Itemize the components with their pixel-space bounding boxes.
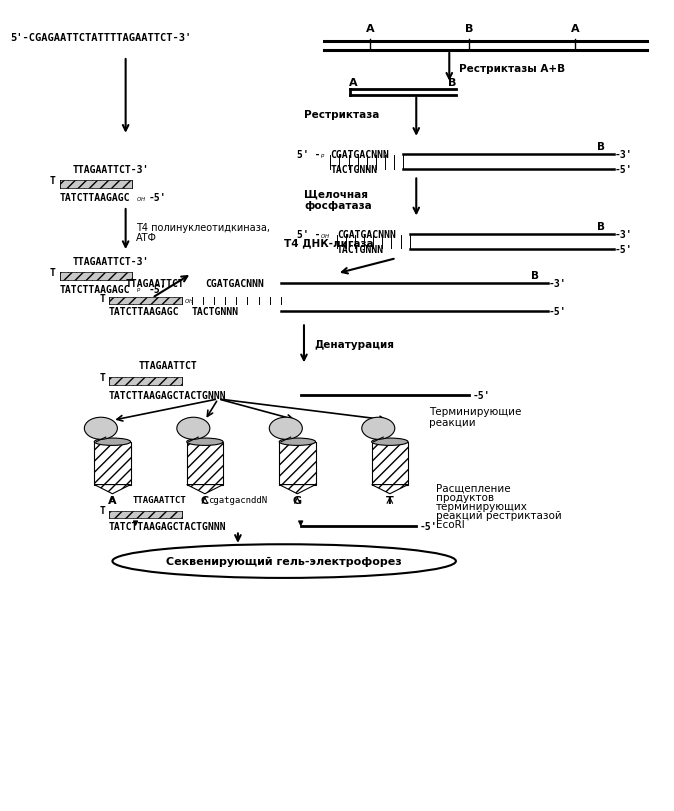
Text: TACTGNNN: TACTGNNN	[337, 245, 384, 255]
Text: Рестриктаза: Рестриктаза	[304, 110, 379, 120]
Text: 5'-CGAGAATTCTATTTTAGAATTCT-3': 5'-CGAGAATTCTATTTTAGAATTCT-3'	[10, 32, 191, 42]
Text: A: A	[108, 496, 117, 505]
Text: Т4 ДНК-лигаза: Т4 ДНК-лигаза	[284, 238, 374, 248]
Text: 5' -: 5' -	[297, 230, 321, 239]
Text: TATCTTAAGAGCTACTGNNN: TATCTTAAGAGCTACTGNNN	[109, 521, 226, 531]
Text: TTAGAATTCT: TTAGAATTCT	[132, 496, 186, 504]
Text: B: B	[597, 221, 605, 231]
Bar	[279, 442, 315, 485]
Text: CGATGACNNN: CGATGACNNN	[337, 230, 396, 239]
Ellipse shape	[177, 418, 210, 440]
Text: $_p$: $_p$	[321, 152, 326, 161]
Text: B: B	[597, 142, 605, 152]
Text: продуктов: продуктов	[436, 492, 494, 502]
Text: -5': -5'	[549, 307, 566, 317]
Text: TACTGNNN: TACTGNNN	[191, 307, 239, 317]
Text: -5': -5'	[615, 165, 632, 175]
Text: B: B	[465, 24, 473, 34]
Text: -5': -5'	[149, 285, 166, 294]
Text: Денатурация: Денатурация	[314, 339, 394, 350]
Text: TTAGAATTCT-3': TTAGAATTCT-3'	[73, 165, 149, 175]
Text: B: B	[448, 78, 457, 88]
Polygon shape	[94, 485, 131, 494]
Text: A: A	[570, 24, 579, 34]
Text: терминирующих: терминирующих	[436, 501, 528, 512]
Text: CGATGACNNN: CGATGACNNN	[205, 278, 264, 288]
Text: Расщепление: Расщепление	[436, 483, 511, 493]
Bar	[109, 511, 182, 518]
Text: T: T	[50, 175, 55, 186]
Polygon shape	[371, 485, 408, 494]
Ellipse shape	[362, 418, 395, 440]
Text: АТФ: АТФ	[135, 233, 156, 242]
Text: реакции: реакции	[429, 417, 476, 427]
Bar	[59, 181, 132, 188]
Text: Рестриктазы A+B: Рестриктазы A+B	[459, 64, 565, 75]
Text: $_{OH}$: $_{OH}$	[184, 297, 194, 306]
Text: T: T	[50, 268, 55, 277]
Text: 5' -: 5' -	[297, 150, 321, 160]
Text: cgatgacnddN: cgatgacnddN	[208, 496, 268, 504]
Bar	[94, 442, 131, 485]
Text: T: T	[99, 373, 105, 383]
Ellipse shape	[371, 439, 408, 446]
Ellipse shape	[84, 418, 117, 440]
Text: TATCTTAAGAGCTACTGNNN: TATCTTAAGAGCTACTGNNN	[109, 390, 226, 400]
Bar	[109, 378, 182, 385]
Bar	[371, 442, 408, 485]
Text: -5': -5'	[472, 390, 490, 400]
Bar	[59, 272, 132, 280]
Text: реакций рестриктазой: реакций рестриктазой	[436, 511, 562, 521]
Text: -3': -3'	[549, 278, 566, 288]
Polygon shape	[279, 485, 315, 494]
Bar	[371, 442, 408, 485]
Polygon shape	[187, 485, 223, 494]
Bar	[94, 442, 131, 485]
Text: T: T	[99, 506, 105, 516]
Ellipse shape	[270, 418, 303, 440]
Text: TACTGNNN: TACTGNNN	[330, 165, 377, 175]
Text: T: T	[386, 496, 394, 505]
Bar	[279, 442, 315, 485]
Text: $_{OH}$: $_{OH}$	[321, 232, 331, 241]
Text: фосфатаза: фосфатаза	[304, 200, 372, 211]
Bar	[109, 298, 182, 305]
Text: -3': -3'	[615, 150, 632, 160]
Text: -3': -3'	[615, 230, 632, 239]
Text: $_{OH}$: $_{OH}$	[135, 195, 146, 204]
Text: Терминирующие: Терминирующие	[429, 406, 522, 417]
Bar	[187, 442, 223, 485]
Text: Секвенирующий гель-электрофорез: Секвенирующий гель-электрофорез	[166, 556, 402, 566]
Text: TATCTTAAGAGC: TATCTTAAGAGC	[59, 193, 130, 203]
Ellipse shape	[279, 439, 315, 446]
Text: TATCTTAAGAGC: TATCTTAAGAGC	[59, 285, 130, 294]
Text: TTAGAATTCT: TTAGAATTCT	[125, 278, 185, 288]
Ellipse shape	[187, 439, 223, 446]
Text: T: T	[99, 294, 105, 303]
Text: G: G	[293, 496, 302, 505]
Text: TTAGAATTCT-3': TTAGAATTCT-3'	[73, 257, 149, 267]
Text: -5': -5'	[149, 193, 166, 203]
Bar	[187, 442, 223, 485]
Text: -5': -5'	[615, 245, 632, 255]
Text: -5': -5'	[419, 521, 437, 531]
Ellipse shape	[113, 545, 456, 578]
Text: TTAGAATTCT: TTAGAATTCT	[139, 361, 197, 371]
Text: CGATGACNNN: CGATGACNNN	[330, 150, 389, 160]
Text: EcoRI: EcoRI	[436, 520, 465, 530]
Text: Щелочная: Щелочная	[304, 190, 368, 200]
Text: C: C	[201, 496, 209, 505]
Ellipse shape	[94, 439, 131, 446]
Text: Т4 полинуклеотидкиназа,: Т4 полинуклеотидкиназа,	[135, 223, 270, 234]
Text: B: B	[531, 270, 539, 281]
Text: A: A	[349, 78, 358, 88]
Text: TATCTTAAGAGC: TATCTTAAGAGC	[109, 307, 179, 317]
Text: A: A	[366, 24, 374, 34]
Text: $_p$: $_p$	[135, 286, 141, 295]
